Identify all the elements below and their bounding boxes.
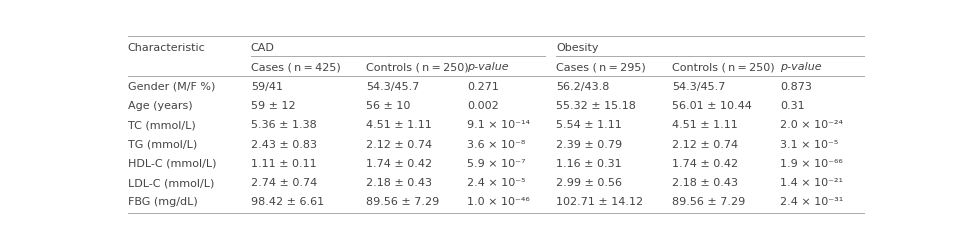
Text: FBG (mg/dL): FBG (mg/dL) xyxy=(128,197,197,207)
Text: 89.56 ± 7.29: 89.56 ± 7.29 xyxy=(671,197,745,207)
Text: 2.0 × 10⁻²⁴: 2.0 × 10⁻²⁴ xyxy=(779,120,842,130)
Text: Controls ( n = 250): Controls ( n = 250) xyxy=(671,62,774,72)
Text: 0.002: 0.002 xyxy=(466,101,498,111)
Text: 0.271: 0.271 xyxy=(466,82,499,92)
Text: 1.4 × 10⁻²¹: 1.4 × 10⁻²¹ xyxy=(779,178,842,188)
Text: LDL-C (mmol/L): LDL-C (mmol/L) xyxy=(128,178,214,188)
Text: 5.54 ± 1.11: 5.54 ± 1.11 xyxy=(555,120,622,130)
Text: 98.42 ± 6.61: 98.42 ± 6.61 xyxy=(251,197,324,207)
Text: 2.18 ± 0.43: 2.18 ± 0.43 xyxy=(366,178,431,188)
Text: Controls ( n = 250): Controls ( n = 250) xyxy=(366,62,468,72)
Text: CAD: CAD xyxy=(251,43,274,53)
Text: 54.3/45.7: 54.3/45.7 xyxy=(671,82,725,92)
Text: HDL-C (mmol/L): HDL-C (mmol/L) xyxy=(128,159,216,169)
Text: 5.9 × 10⁻⁷: 5.9 × 10⁻⁷ xyxy=(466,159,525,169)
Text: 55.32 ± 15.18: 55.32 ± 15.18 xyxy=(555,101,635,111)
Text: 2.74 ± 0.74: 2.74 ± 0.74 xyxy=(251,178,316,188)
Text: 89.56 ± 7.29: 89.56 ± 7.29 xyxy=(366,197,439,207)
Text: Gender (M/F %): Gender (M/F %) xyxy=(128,82,215,92)
Text: 102.71 ± 14.12: 102.71 ± 14.12 xyxy=(555,197,643,207)
Text: Cases ( n = 295): Cases ( n = 295) xyxy=(555,62,646,72)
Text: Obesity: Obesity xyxy=(555,43,599,53)
Text: TG (mmol/L): TG (mmol/L) xyxy=(128,140,197,150)
Text: Cases ( n = 425): Cases ( n = 425) xyxy=(251,62,340,72)
Text: 4.51 ± 1.11: 4.51 ± 1.11 xyxy=(366,120,431,130)
Text: 2.4 × 10⁻⁵: 2.4 × 10⁻⁵ xyxy=(466,178,525,188)
Text: 1.74 ± 0.42: 1.74 ± 0.42 xyxy=(366,159,431,169)
Text: 56.2/43.8: 56.2/43.8 xyxy=(555,82,609,92)
Text: 2.4 × 10⁻³¹: 2.4 × 10⁻³¹ xyxy=(779,197,843,207)
Text: p-value: p-value xyxy=(779,62,821,72)
Text: Characteristic: Characteristic xyxy=(128,43,206,53)
Text: 2.18 ± 0.43: 2.18 ± 0.43 xyxy=(671,178,737,188)
Text: 59/41: 59/41 xyxy=(251,82,283,92)
Text: 3.1 × 10⁻⁵: 3.1 × 10⁻⁵ xyxy=(779,140,837,150)
Text: 54.3/45.7: 54.3/45.7 xyxy=(366,82,419,92)
Text: 2.99 ± 0.56: 2.99 ± 0.56 xyxy=(555,178,622,188)
Text: 3.6 × 10⁻⁸: 3.6 × 10⁻⁸ xyxy=(466,140,525,150)
Text: 59 ± 12: 59 ± 12 xyxy=(251,101,295,111)
Text: 2.43 ± 0.83: 2.43 ± 0.83 xyxy=(251,140,316,150)
Text: 1.9 × 10⁻⁶⁶: 1.9 × 10⁻⁶⁶ xyxy=(779,159,842,169)
Text: 0.873: 0.873 xyxy=(779,82,811,92)
Text: p-value: p-value xyxy=(466,62,508,72)
Text: 56.01 ± 10.44: 56.01 ± 10.44 xyxy=(671,101,752,111)
Text: 5.36 ± 1.38: 5.36 ± 1.38 xyxy=(251,120,316,130)
Text: 2.12 ± 0.74: 2.12 ± 0.74 xyxy=(671,140,737,150)
Text: 4.51 ± 1.11: 4.51 ± 1.11 xyxy=(671,120,737,130)
Text: 2.39 ± 0.79: 2.39 ± 0.79 xyxy=(555,140,622,150)
Text: 1.11 ± 0.11: 1.11 ± 0.11 xyxy=(251,159,316,169)
Text: 1.74 ± 0.42: 1.74 ± 0.42 xyxy=(671,159,737,169)
Text: 1.16 ± 0.31: 1.16 ± 0.31 xyxy=(555,159,622,169)
Text: 56 ± 10: 56 ± 10 xyxy=(366,101,410,111)
Text: 2.12 ± 0.74: 2.12 ± 0.74 xyxy=(366,140,431,150)
Text: TC (mmol/L): TC (mmol/L) xyxy=(128,120,195,130)
Text: 0.31: 0.31 xyxy=(779,101,803,111)
Text: 9.1 × 10⁻¹⁴: 9.1 × 10⁻¹⁴ xyxy=(466,120,530,130)
Text: 1.0 × 10⁻⁴⁶: 1.0 × 10⁻⁴⁶ xyxy=(466,197,530,207)
Text: Age (years): Age (years) xyxy=(128,101,192,111)
